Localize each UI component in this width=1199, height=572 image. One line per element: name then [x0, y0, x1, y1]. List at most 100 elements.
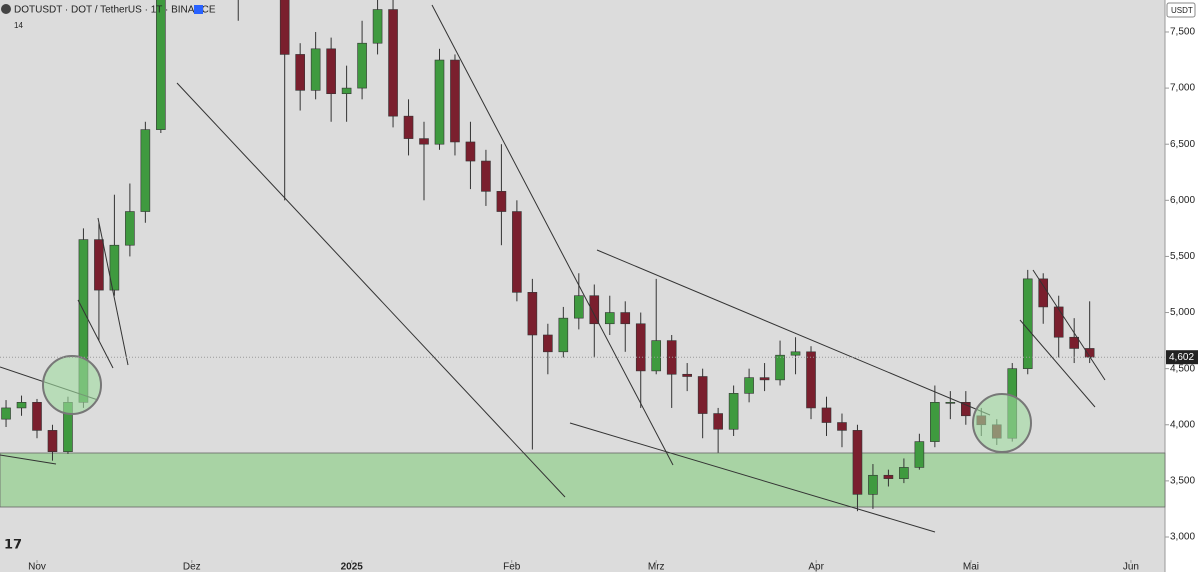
y-tick-label: 5,000	[1170, 307, 1195, 318]
trend-line	[569, 422, 936, 533]
trend-line	[1019, 319, 1096, 408]
chart-title: DOTUSDT · DOT / TetherUS · 1T · BINANCE	[14, 5, 216, 16]
y-tick-label: 6,500	[1170, 139, 1195, 150]
candle-body	[635, 323, 646, 372]
last-price-label: 4,602	[1169, 352, 1194, 363]
candle-body	[682, 373, 692, 377]
candle-body	[434, 59, 445, 145]
candle-body	[713, 413, 723, 430]
candle-body	[759, 377, 770, 381]
candle-body	[403, 115, 414, 139]
x-tick-label: Mrz	[648, 562, 665, 572]
candle-body	[899, 467, 909, 479]
candle-body	[1069, 336, 1079, 349]
candle-body	[465, 141, 476, 162]
candle-body	[604, 312, 615, 325]
candle-body	[527, 292, 538, 336]
trend-line	[431, 4, 674, 466]
candle-body	[496, 191, 507, 212]
candle-body	[620, 312, 631, 325]
y-tick-label: 3,000	[1170, 532, 1195, 543]
currency-label: USDT	[1171, 6, 1193, 15]
candle-body	[666, 340, 677, 375]
candle-body	[728, 393, 739, 430]
y-tick-label: 6,000	[1170, 195, 1195, 206]
candle-body	[821, 407, 832, 423]
y-tick-label: 7,500	[1170, 27, 1195, 38]
candle-body	[1038, 278, 1049, 308]
x-tick-label: 2025	[341, 562, 364, 572]
candle-body	[930, 402, 940, 442]
candle-body	[156, 0, 166, 130]
y-tick-label: 7,000	[1170, 83, 1195, 94]
x-tick-label: Mai	[963, 562, 979, 572]
trend-line	[97, 217, 129, 366]
candle-body	[388, 9, 398, 117]
candle-body	[310, 48, 321, 91]
candle-body	[868, 474, 878, 495]
trend-line	[176, 82, 566, 498]
candle-body	[589, 295, 600, 325]
candle-body	[837, 422, 847, 431]
symbol-icon	[1, 4, 11, 14]
x-tick-label: Nov	[28, 562, 46, 572]
x-tick-label: Feb	[503, 562, 521, 572]
y-tick-label: 4,000	[1170, 419, 1195, 430]
highlight-circle	[972, 393, 1032, 453]
trend-line	[596, 249, 991, 416]
axis-background	[1165, 0, 1199, 572]
candle-body	[450, 59, 460, 143]
candle-body	[512, 211, 522, 293]
candle-body	[744, 377, 754, 394]
candle-body	[945, 402, 956, 404]
candle-body	[341, 87, 352, 95]
candle-body	[372, 9, 383, 44]
trend-lines	[0, 4, 1106, 533]
candle-body	[279, 0, 290, 55]
last-price-box	[1166, 350, 1198, 365]
candle-body	[574, 295, 584, 319]
candle-body	[357, 42, 367, 89]
x-tick-label: Jun	[1123, 562, 1139, 572]
x-tick-label: Apr	[808, 562, 824, 572]
flag-icon	[194, 5, 203, 14]
candle-body	[125, 211, 135, 246]
candle-body	[775, 354, 785, 381]
candle-body	[1, 407, 11, 420]
candle-body	[295, 54, 305, 91]
candle-body	[651, 340, 662, 372]
candle-body	[1022, 278, 1033, 369]
candle-body	[16, 402, 27, 409]
indicator-label: 14	[14, 21, 23, 30]
trend-line	[0, 454, 57, 465]
candle-body	[543, 334, 553, 353]
highlight-circle	[42, 355, 102, 415]
candle-body	[883, 474, 894, 479]
candle-body	[852, 430, 863, 495]
candle-body	[806, 351, 816, 409]
support-zone	[0, 452, 1166, 508]
candle-body	[419, 138, 429, 145]
candle-body	[109, 244, 120, 291]
candle-body	[558, 317, 569, 353]
y-tick-label: 4,500	[1170, 363, 1195, 374]
candle-body	[697, 376, 708, 414]
x-tick-label: Dez	[183, 562, 201, 572]
trend-line	[77, 299, 114, 369]
candle-body	[481, 160, 491, 192]
candle-body	[94, 239, 104, 291]
candle-body	[326, 48, 336, 95]
candle-body	[32, 402, 42, 431]
candle-body	[140, 129, 151, 212]
logo: 𝟭𝟳	[4, 536, 22, 551]
y-tick-label: 5,500	[1170, 251, 1195, 262]
trend-line	[1032, 269, 1106, 381]
candle-body	[47, 430, 58, 452]
y-tick-label: 3,500	[1170, 476, 1195, 487]
currency-box	[1166, 2, 1196, 18]
candle-body	[961, 402, 971, 417]
candle-body	[790, 351, 801, 356]
candle-body	[914, 441, 925, 468]
candle-body	[1053, 306, 1064, 338]
